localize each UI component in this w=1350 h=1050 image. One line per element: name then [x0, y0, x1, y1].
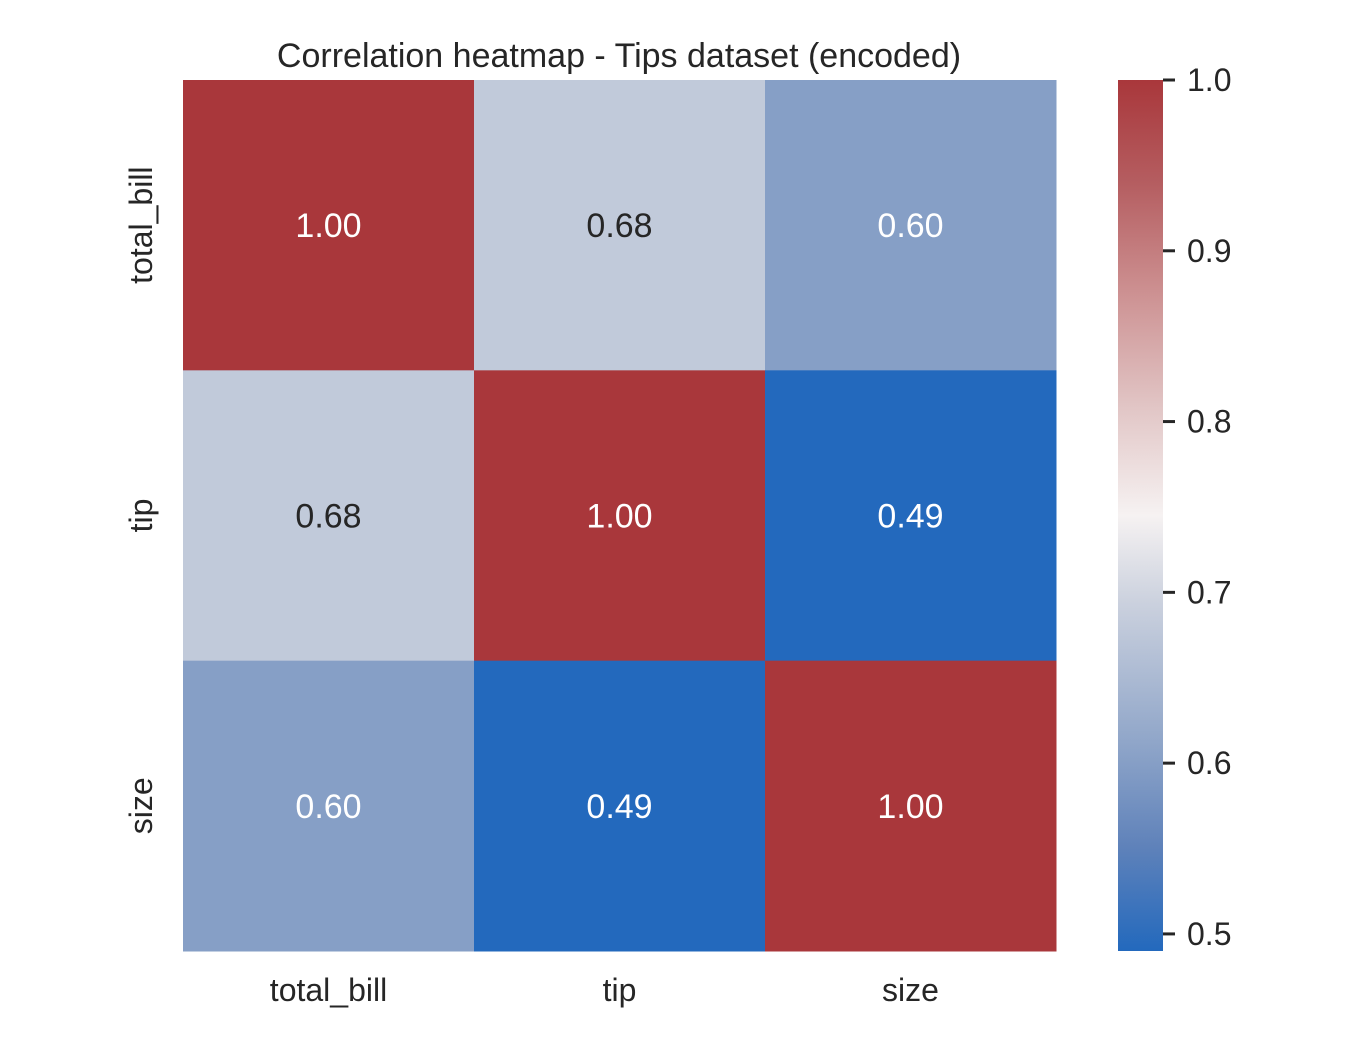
- colorbar: 0.5 0.6 0.7 0.8 0.9 1.0: [1118, 62, 1231, 952]
- cell-value-label: 0.49: [586, 788, 652, 826]
- cell-value-label: 1.00: [877, 788, 943, 826]
- heatmap-cell-total_bill-total_bill: [183, 80, 475, 371]
- chart-title: Correlation heatmap - Tips dataset (enco…: [277, 37, 961, 75]
- cell-value-label: 1.00: [586, 498, 652, 536]
- colorbar-tick-label: 0.6: [1187, 745, 1231, 781]
- heatmap-cell-tip-tip: [474, 370, 766, 662]
- cell-value-label: 0.68: [295, 498, 361, 536]
- cell-value-label: 0.68: [586, 207, 652, 245]
- x-tick-label: size: [882, 972, 939, 1008]
- colorbar-gradient: [1118, 80, 1163, 951]
- heatmap-cell-tip-size: [765, 370, 1057, 662]
- heatmap-cells: 1.00 0.68 0.60 0.68 1.00 0.49 0.60 0.49 1.00: [183, 80, 1057, 952]
- colorbar-tick-label: 0.9: [1187, 233, 1231, 269]
- colorbar-tick-label: 0.8: [1187, 404, 1231, 440]
- cell-value-label: 0.60: [295, 788, 361, 826]
- cell-value-label: 0.49: [877, 498, 943, 536]
- heatmap-cell-size-total_bill: [183, 660, 475, 952]
- y-tick-label: tip: [123, 499, 159, 533]
- x-axis: total_bill tip size: [270, 972, 939, 1008]
- colorbar-tick-label: 1.0: [1187, 62, 1231, 98]
- heatmap-cell-total_bill-tip: [474, 80, 766, 371]
- cell-value-label: 0.60: [877, 207, 943, 245]
- heatmap-cell-size-size: [765, 660, 1057, 952]
- y-tick-label: total_bill: [123, 166, 159, 283]
- heatmap-cell-size-tip: [474, 660, 766, 952]
- heatmap-cell-tip-total_bill: [183, 370, 475, 662]
- colorbar-ticks: 0.5 0.6 0.7 0.8 0.9 1.0: [1163, 62, 1231, 952]
- heatmap-cell-total_bill-size: [765, 80, 1057, 371]
- y-tick-label: size: [123, 777, 159, 834]
- x-tick-label: tip: [603, 972, 637, 1008]
- colorbar-tick-label: 0.7: [1187, 574, 1231, 610]
- cell-value-label: 1.00: [295, 207, 361, 245]
- colorbar-tick-label: 0.5: [1187, 916, 1231, 952]
- x-tick-label: total_bill: [270, 972, 387, 1008]
